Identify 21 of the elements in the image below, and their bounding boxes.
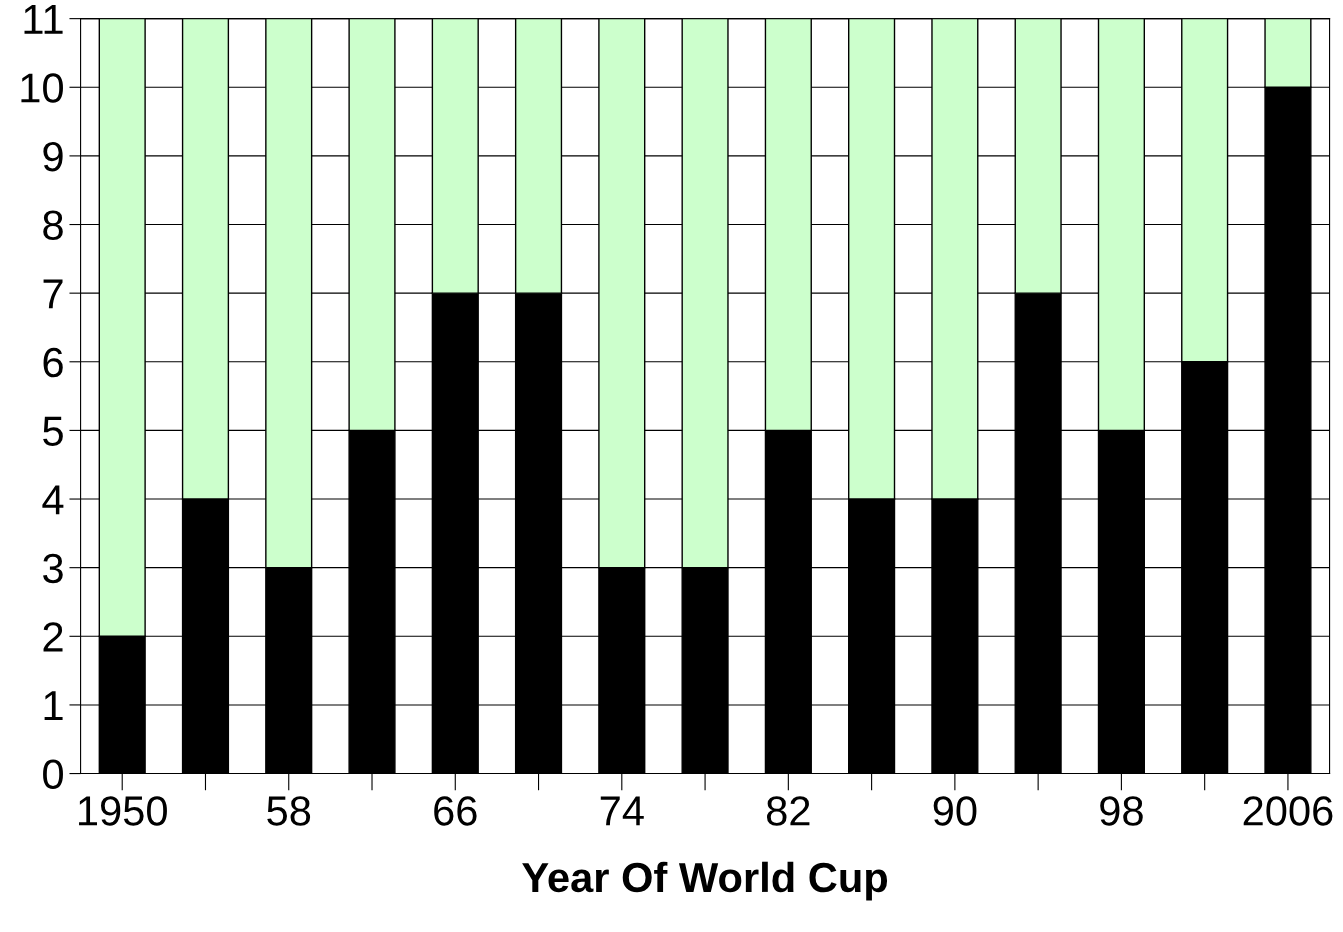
x-tick-label: 2006 (1243, 796, 1333, 826)
x-tick-label: 90 (933, 796, 977, 826)
y-tick-label: 9 (43, 141, 63, 172)
x-axis-title: Year Of World Cup (522, 861, 888, 901)
y-tick-label: 7 (43, 279, 63, 309)
y-tick-label: 10 (21, 73, 63, 103)
y-tick-label: 5 (43, 416, 63, 446)
y-tick-label: 11 (24, 5, 63, 34)
y-tick-label: 3 (43, 553, 63, 584)
x-tick-label: 66 (434, 796, 477, 826)
x-tick-label: 1950 (79, 796, 167, 826)
y-tick-label: 0 (43, 759, 63, 790)
y-tick-label: 1 (44, 691, 63, 721)
x-tick-label: 58 (267, 796, 311, 826)
x-tick-label: 98 (1100, 796, 1143, 826)
x-tick-label: 82 (766, 796, 810, 826)
y-tick-label: 8 (43, 210, 63, 241)
y-tick-label: 2 (43, 622, 63, 652)
y-tick-label: 4 (42, 485, 64, 515)
y-tick-label: 6 (43, 347, 63, 378)
x-tick-label: 74 (600, 796, 644, 826)
